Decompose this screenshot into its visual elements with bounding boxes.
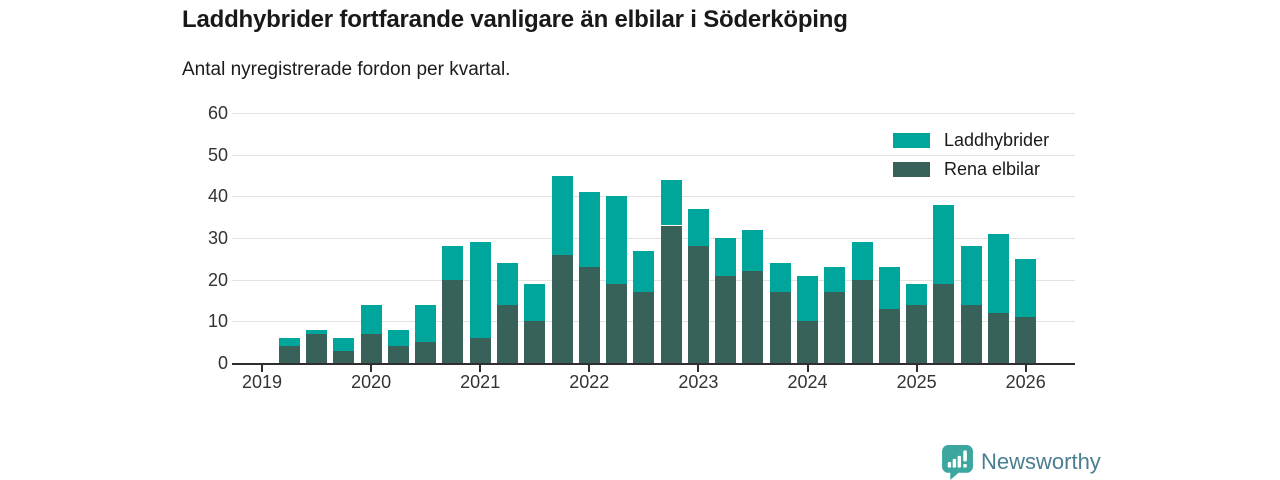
bar-segment-laddhybrider [687,208,709,247]
x-axis-tick-label: 2020 [351,372,392,392]
bar-segment-laddhybrider [1015,258,1037,318]
y-axis-tick-label: 50 [207,144,228,165]
bar-segment-rena-elbilar [987,313,1009,363]
bar-segment-rena-elbilar [960,304,982,363]
newsworthy-bubble-chart-icon [942,445,973,480]
legend: Laddhybrider Rena elbilar [893,131,1049,178]
bar-segment-laddhybrider [442,246,464,280]
x-axis-tick [261,365,263,372]
x-axis-tick-label: 2025 [896,372,937,392]
bar-segment-rena-elbilar [824,292,846,363]
x-axis-tick [479,365,482,372]
bar-segment-rena-elbilar [469,338,491,363]
y-gridline [232,238,1075,239]
y-axis-tick-label: 40 [207,186,228,207]
legend-swatch-laddhybrider [893,132,930,148]
bar-segment-laddhybrider [360,304,382,334]
y-gridline [232,196,1075,198]
legend-swatch-rena-elbilar [893,161,930,177]
y-axis-tick-label: 10 [207,311,228,332]
x-axis-tick-label: 2019 [241,372,283,392]
bar-segment-laddhybrider [551,175,573,255]
x-axis-tick [915,365,918,372]
bar-segment-laddhybrider [278,338,300,347]
bar-segment-laddhybrider [797,275,818,322]
bar-segment-rena-elbilar [769,292,791,363]
bar-segment-laddhybrider [633,250,655,293]
bar-segment-rena-elbilar [333,350,355,363]
x-axis-tick-label: 2021 [460,372,501,392]
x-axis-tick-label: 2026 [1005,372,1046,392]
bar-segment-rena-elbilar [278,346,300,363]
bar-segment-laddhybrider [960,246,982,305]
bar-segment-laddhybrider [660,179,682,226]
bar-segment-laddhybrider [606,196,628,284]
bar-segment-rena-elbilar [742,271,764,363]
bar-segment-laddhybrider [333,338,355,351]
bar-segment-rena-elbilar [1015,317,1037,363]
legend-label-rena-elbilar: Rena elbilar [944,159,1041,179]
x-axis-tick [588,365,591,372]
bar-segment-laddhybrider [769,263,791,293]
y-gridline [232,154,1075,156]
y-axis-tick-label: 30 [207,228,228,248]
newsworthy-logo: Newsworthy [941,444,1101,480]
bar-segment-rena-elbilar [578,267,600,363]
x-axis-tick [370,365,373,372]
bar-segment-rena-elbilar [660,225,682,363]
bar-segment-rena-elbilar [687,246,709,363]
legend-label-laddhybrider: Laddhybrider [944,130,1050,150]
bar-segment-laddhybrider [715,238,737,276]
bar-segment-laddhybrider [578,192,600,268]
x-axis-tick-label: 2023 [678,372,719,392]
y-axis-tick-label: 20 [207,269,228,290]
bar-segment-laddhybrider [415,304,437,343]
x-axis-line [232,363,1075,365]
chart-subtitle: Antal nyregistrerade fordon per kvartal. [182,59,511,80]
bar-segment-rena-elbilar [387,346,409,363]
bar-segment-laddhybrider [524,283,546,322]
bar-segment-rena-elbilar [496,304,518,363]
bar-segment-rena-elbilar [906,304,928,363]
bar-segment-rena-elbilar [606,283,628,363]
y-axis-tick-label: 0 [217,353,228,373]
bar-segment-rena-elbilar [524,321,546,363]
bar-segment-laddhybrider [878,267,900,309]
bar-segment-rena-elbilar [633,292,655,363]
bar-segment-rena-elbilar [878,308,900,363]
x-axis-tick [806,365,809,372]
legend-item-laddhybrider: Laddhybrider [893,131,1049,149]
bar-segment-laddhybrider [824,267,846,293]
bar-segment-rena-elbilar [442,279,464,363]
x-axis-tick [697,365,700,372]
bar-segment-laddhybrider [906,283,928,305]
bar-segment-rena-elbilar [851,279,873,363]
bar-segment-laddhybrider [306,329,328,334]
chart-title: Laddhybrider fortfarande vanligare än el… [182,6,848,33]
bar-segment-rena-elbilar [933,283,955,363]
newsworthy-wordmark: Newsworthy [981,449,1101,474]
x-axis-tick-label: 2024 [787,372,828,392]
bar-segment-laddhybrider [987,233,1009,313]
bar-segment-laddhybrider [469,242,491,338]
bar-segment-rena-elbilar [306,333,328,363]
bar-segment-rena-elbilar [551,254,573,363]
bar-segment-laddhybrider [387,329,409,347]
x-axis-tick-label: 2022 [569,372,610,392]
bar-segment-rena-elbilar [360,333,382,363]
bar-segment-rena-elbilar [415,342,437,363]
bar-segment-laddhybrider [496,263,518,305]
bar-segment-rena-elbilar [715,275,737,363]
bar-segment-rena-elbilar [797,321,818,363]
bar-segment-laddhybrider [933,204,955,284]
bar-segment-laddhybrider [851,242,873,280]
legend-item-rena-elbilar: Rena elbilar [893,160,1049,178]
bar-segment-laddhybrider [742,229,764,272]
y-gridline [232,113,1075,114]
x-axis-tick [1024,365,1027,372]
y-axis-tick-label: 60 [207,103,228,123]
